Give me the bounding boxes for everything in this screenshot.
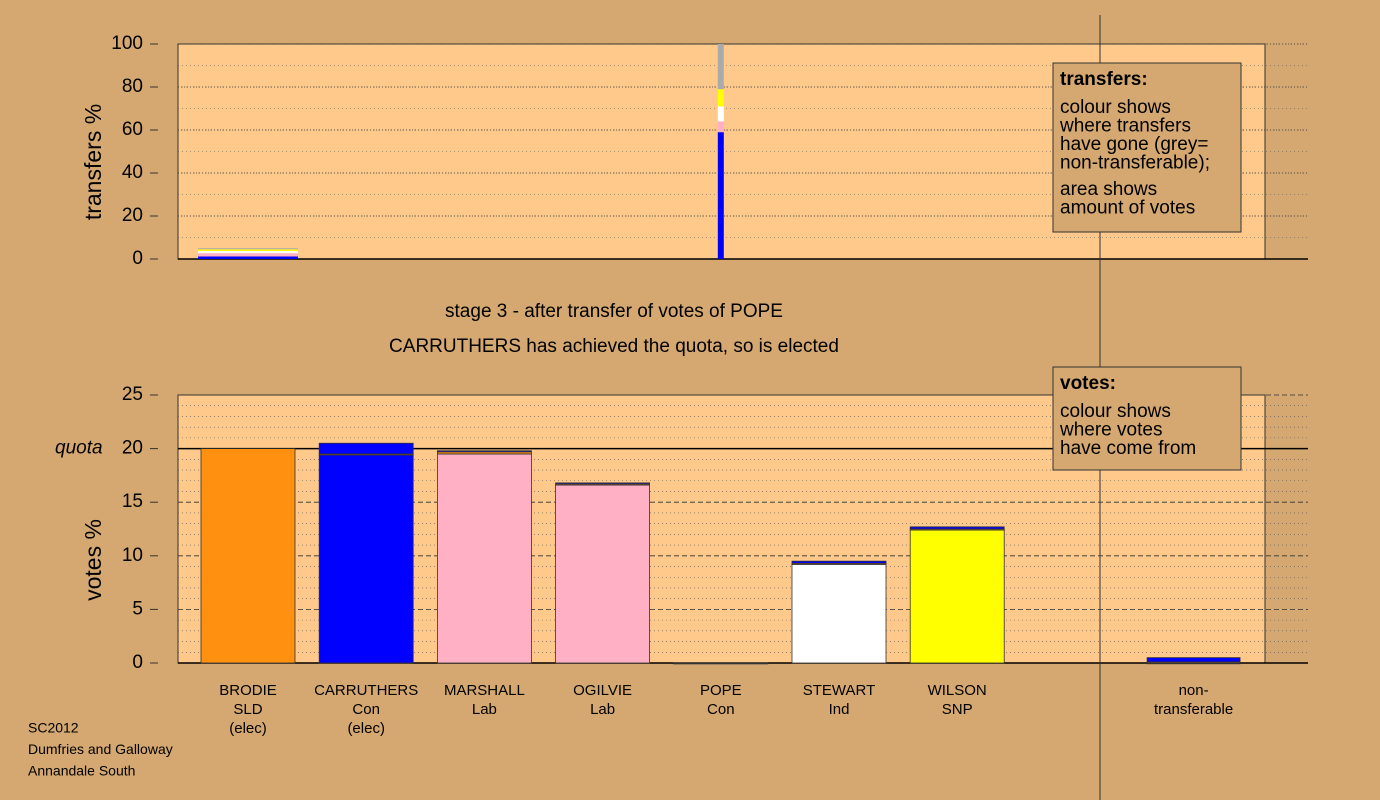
- legend-text: colour shows: [1060, 401, 1171, 422]
- x-tick-label: OGILVIE: [573, 682, 632, 699]
- bar-segment: [909, 526, 1005, 530]
- bar-segment: [555, 484, 650, 664]
- bar-segment: [198, 249, 298, 252]
- y-tick-label: 15: [122, 491, 143, 512]
- x-tick-label: (elec): [347, 720, 385, 737]
- quota-label: quota: [55, 438, 103, 459]
- bar-segment: [1146, 657, 1241, 663]
- bar-segment: [717, 89, 724, 107]
- legend-text: area shows: [1060, 179, 1157, 200]
- x-tick-label: POPE: [700, 682, 742, 699]
- y-tick-label: 10: [122, 545, 143, 566]
- y-tick-label: 40: [122, 162, 143, 183]
- bar-segment: [198, 256, 298, 259]
- y-tick-label: 20: [122, 205, 143, 226]
- y-tick-label: 20: [122, 438, 143, 459]
- legend-text: have come from: [1060, 438, 1196, 459]
- legend-heading: votes:: [1060, 373, 1116, 394]
- bar-segment: [673, 662, 769, 665]
- legend-text: colour shows: [1060, 97, 1171, 118]
- bar-segment: [318, 442, 414, 455]
- legend-text: non-transferable);: [1060, 153, 1210, 174]
- legend-text: where votes: [1059, 420, 1162, 441]
- bar-segment: [909, 529, 1005, 664]
- chart-title: stage 3 - after transfer of votes of POP…: [445, 301, 783, 322]
- bar-segment: [717, 121, 724, 133]
- bar-segment: [198, 253, 298, 257]
- x-tick-label: non-: [1179, 682, 1209, 699]
- legend-text: amount of votes: [1060, 198, 1195, 219]
- x-tick-label: STEWART: [803, 682, 876, 699]
- y-tick-label: 0: [132, 248, 143, 269]
- x-tick-label: (elec): [229, 720, 267, 737]
- y-tick-label: 25: [122, 384, 143, 405]
- legend-box: [1052, 62, 1242, 233]
- x-tick-label: Ind: [829, 701, 850, 718]
- y-tick-label: 80: [122, 76, 143, 97]
- y-tick-label: 0: [132, 652, 143, 673]
- bar-segment: [717, 106, 724, 122]
- x-tick-label: BRODIE: [219, 682, 277, 699]
- x-tick-label: MARSHALL: [444, 682, 525, 699]
- bar-segment: [555, 482, 650, 485]
- x-tick-label: WILSON: [928, 682, 987, 699]
- legend-text: where transfers: [1059, 116, 1191, 137]
- x-tick-label: transferable: [1154, 701, 1233, 718]
- legend-heading: transfers:: [1060, 69, 1148, 90]
- bar-segment: [318, 454, 414, 664]
- x-tick-label: Con: [352, 701, 380, 718]
- bar-segment: [791, 560, 887, 564]
- bar-segment: [436, 450, 532, 453]
- x-tick-label: Lab: [590, 701, 615, 718]
- bar-segment: [717, 132, 724, 259]
- x-tick-label: Lab: [472, 701, 497, 718]
- y-axis-label: votes %: [80, 519, 106, 601]
- y-tick-label: 5: [132, 598, 143, 619]
- footer-text: Dumfries and Galloway: [28, 741, 173, 757]
- bar-segment: [791, 563, 887, 664]
- bar-segment: [198, 251, 298, 254]
- y-tick-label: 60: [122, 119, 143, 140]
- x-tick-label: CARRUTHERS: [314, 682, 418, 699]
- bar-segment: [200, 448, 296, 664]
- bar-segment: [717, 44, 724, 90]
- bar-segment: [436, 453, 532, 664]
- bar-segment: [198, 248, 298, 250]
- x-tick-label: Con: [707, 701, 735, 718]
- footer-text: Annandale South: [28, 763, 135, 779]
- y-tick-label: 100: [111, 33, 143, 54]
- legend-box: [1052, 366, 1242, 471]
- legend-text: have gone (grey=: [1060, 134, 1208, 155]
- footer-text: SC2012: [28, 720, 79, 736]
- chart-subtitle: CARRUTHERS has achieved the quota, so is…: [389, 336, 839, 357]
- y-axis-label: transfers %: [80, 104, 106, 220]
- x-tick-label: SNP: [942, 701, 973, 718]
- x-tick-label: SLD: [233, 701, 262, 718]
